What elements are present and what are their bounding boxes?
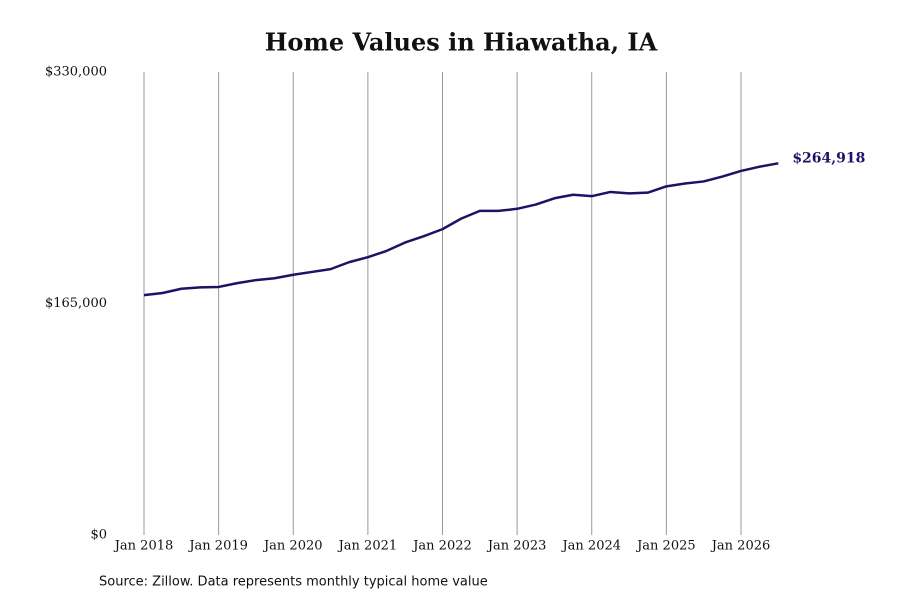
value-label: $264,918 — [792, 150, 865, 166]
x-tick-label: Jan 2023 — [486, 539, 547, 554]
x-tick-label: Jan 2025 — [635, 539, 696, 554]
y-tick-label: $165,000 — [45, 296, 107, 311]
x-tick-label: Jan 2018 — [113, 539, 174, 554]
series-line — [143, 162, 779, 297]
x-tick-label: Jan 2022 — [411, 539, 472, 554]
y-tick-label: $330,000 — [45, 65, 107, 80]
x-tick-label: Jan 2024 — [560, 539, 621, 554]
source-note: Source: Zillow. Data represents monthly … — [99, 575, 488, 590]
chart-title: Home Values in Hiawatha, IA — [265, 28, 658, 57]
x-tick-label: Jan 2019 — [187, 539, 248, 554]
x-tick-label: Jan 2026 — [710, 539, 771, 554]
x-tick-label: Jan 2020 — [262, 539, 323, 554]
y-tick-label: $0 — [90, 528, 107, 543]
x-tick-label: Jan 2021 — [337, 539, 398, 554]
